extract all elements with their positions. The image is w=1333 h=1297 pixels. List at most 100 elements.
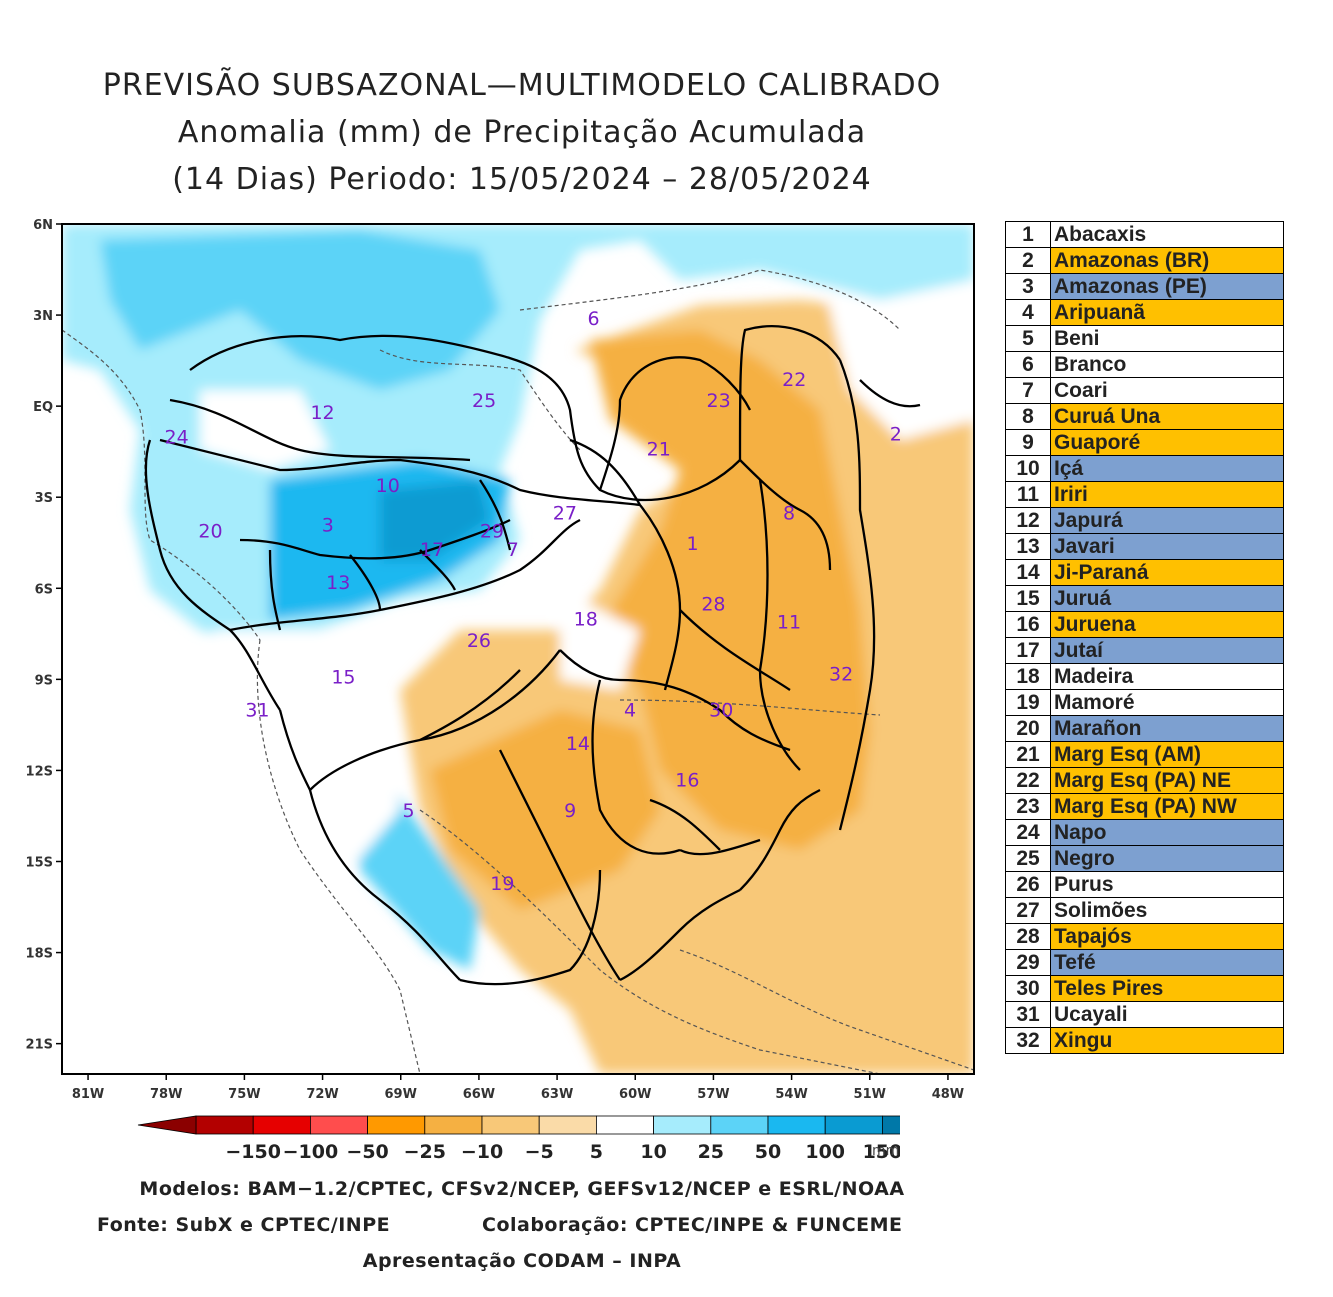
colorbar-tick-label: −10 — [461, 1141, 503, 1163]
legend-number: 30 — [1005, 975, 1051, 1002]
legend-row: 25 Negro — [1005, 845, 1284, 872]
lon-tick-label: 66W — [463, 1087, 495, 1102]
legend-row: 2 Amazonas (BR) — [1005, 247, 1284, 274]
legend-number: 10 — [1005, 455, 1051, 482]
colorbar-tick-label: 100 — [805, 1141, 845, 1163]
basin-number-label: 11 — [777, 612, 801, 634]
legend-number: 32 — [1005, 1027, 1051, 1054]
legend-number: 7 — [1005, 377, 1051, 404]
legend-basin-name: Xingu — [1050, 1027, 1284, 1054]
colorbar-cell — [195, 1115, 254, 1135]
legend-row: 18 Madeira — [1005, 663, 1284, 690]
legend-basin-name: Curuá Una — [1050, 403, 1284, 430]
legend-number: 21 — [1005, 741, 1051, 768]
colorbar-tick-label: 25 — [698, 1141, 724, 1163]
basin-number-label: 17 — [420, 539, 444, 561]
legend-number: 24 — [1005, 819, 1051, 846]
legend-basin-name: Negro — [1050, 845, 1284, 872]
legend-number: 6 — [1005, 351, 1051, 378]
legend-row: 19 Mamoré — [1005, 689, 1284, 716]
legend-basin-name: Ucayali — [1050, 1001, 1284, 1028]
basin-legend-table: 1 Abacaxis 2 Amazonas (BR) 3 Amazonas (PE) 4 Ar… — [1005, 221, 1284, 1054]
legend-basin-name: Branco — [1050, 351, 1284, 378]
legend-row: 27 Solimões — [1005, 897, 1284, 924]
colorbar-unit: mm — [872, 1143, 899, 1159]
legend-number: 2 — [1005, 247, 1051, 274]
basin-number-label: 13 — [326, 572, 350, 594]
lon-tick-label: 75W — [228, 1087, 260, 1102]
precipitation-map: 6N 3N EQ 3S 6S 9S 12S 15S 18S 21S 81W 78W 75W 72W 69W… — [26, 218, 975, 1102]
basin-number-label: 19 — [490, 873, 514, 895]
legend-row: 15 Juruá — [1005, 585, 1284, 612]
legend-number: 9 — [1005, 429, 1051, 456]
footer-collaboration: Colaboração: CPTEC/INPE & FUNCEME — [482, 1214, 903, 1236]
basin-number-label: 5 — [403, 800, 415, 822]
legend-row: 11 Iriri — [1005, 481, 1284, 508]
lat-tick-label: 15S — [26, 856, 53, 871]
colorbar-tick-label: 150 — [863, 1141, 900, 1163]
lon-tick-label: 78W — [150, 1087, 182, 1102]
legend-basin-name: Tapajós — [1050, 923, 1284, 950]
legend-number: 23 — [1005, 793, 1051, 820]
colorbar-cell — [653, 1115, 712, 1135]
legend-basin-name: Madeira — [1050, 663, 1284, 690]
legend-basin-name: Beni — [1050, 325, 1284, 352]
basin-number-label: 7 — [507, 539, 519, 561]
lon-tick-label: 54W — [775, 1087, 807, 1102]
basin-number-label: 4 — [624, 700, 636, 722]
legend-basin-name: Solimões — [1050, 897, 1284, 924]
colorbar-tick-label: −100 — [283, 1141, 339, 1163]
basin-number-label: 9 — [564, 800, 576, 822]
basin-number-label: 10 — [376, 475, 400, 497]
country-borders — [62, 269, 974, 1074]
basin-number-label: 30 — [709, 700, 733, 722]
legend-number: 16 — [1005, 611, 1051, 638]
legend-row: 14 Ji-Paraná — [1005, 559, 1284, 586]
colorbar-cell — [710, 1115, 769, 1135]
colorbar-tick-label: −25 — [404, 1141, 446, 1163]
colorbar-tick-label: −150 — [225, 1141, 281, 1163]
legend-basin-name: Marg Esq (AM) — [1050, 741, 1284, 768]
basin-number-label: 18 — [574, 609, 598, 631]
basin-number-label: 14 — [566, 733, 590, 755]
legend-basin-name: Juruá — [1050, 585, 1284, 612]
lat-tick-label: EQ — [33, 400, 53, 415]
legend-basin-name: Coari — [1050, 377, 1284, 404]
basin-number-label: 24 — [165, 427, 189, 449]
legend-row: 20 Marañon — [1005, 715, 1284, 742]
legend-basin-name: Marg Esq (PA) NE — [1050, 767, 1284, 794]
legend-row: 3 Amazonas (PE) — [1005, 273, 1284, 300]
legend-number: 4 — [1005, 299, 1051, 326]
lat-tick-label: 6N — [33, 218, 53, 233]
basin-number-label: 15 — [331, 666, 355, 688]
lat-tick-label: 21S — [26, 1038, 53, 1053]
basin-number-label: 23 — [707, 390, 731, 412]
basin-number-label: 20 — [198, 521, 222, 543]
legend-basin-name: Purus — [1050, 871, 1284, 898]
legend-basin-name: Javari — [1050, 533, 1284, 560]
basin-number-label: 16 — [675, 770, 699, 792]
precipitation-colorbar: −150 −100 −50 −25 −10 −5 5 10 25 50 100 150 mm — [137, 1115, 900, 1163]
legend-row: 7 Coari — [1005, 377, 1284, 404]
latitude-axis: 6N 3N EQ 3S 6S 9S 12S 15S 18S 21S — [26, 218, 62, 1053]
legend-basin-name: Tefé — [1050, 949, 1284, 976]
footer-presentation: Apresentação CODAM – INPA — [362, 1250, 682, 1272]
legend-row: 13 Javari — [1005, 533, 1284, 560]
lon-tick-label: 60W — [619, 1087, 651, 1102]
lat-tick-label: 9S — [35, 673, 53, 688]
colorbar-cell — [767, 1115, 826, 1135]
legend-number: 17 — [1005, 637, 1051, 664]
colorbar-cell — [252, 1115, 311, 1135]
legend-row: 32 Xingu — [1005, 1027, 1284, 1054]
map-title: PREVISÃO SUBSAZONAL—MULTIMODELO CALIBRAD… — [62, 62, 982, 203]
footer-source: Fonte: SubX e CPTEC/INPE — [97, 1214, 391, 1236]
legend-number: 28 — [1005, 923, 1051, 950]
title-line-3: (14 Dias) Periodo: 15/05/2024 – 28/05/20… — [172, 162, 872, 197]
basin-number-label: 27 — [553, 502, 577, 524]
colorbar-cell — [538, 1115, 597, 1135]
legend-number: 22 — [1005, 767, 1051, 794]
footer-models: Modelos: BAM−1.2/CPTEC, CFSv2/NCEP, GEFS… — [139, 1178, 905, 1200]
legend-number: 18 — [1005, 663, 1051, 690]
legend-row: 21 Marg Esq (AM) — [1005, 741, 1284, 768]
legend-row: 12 Japurá — [1005, 507, 1284, 534]
